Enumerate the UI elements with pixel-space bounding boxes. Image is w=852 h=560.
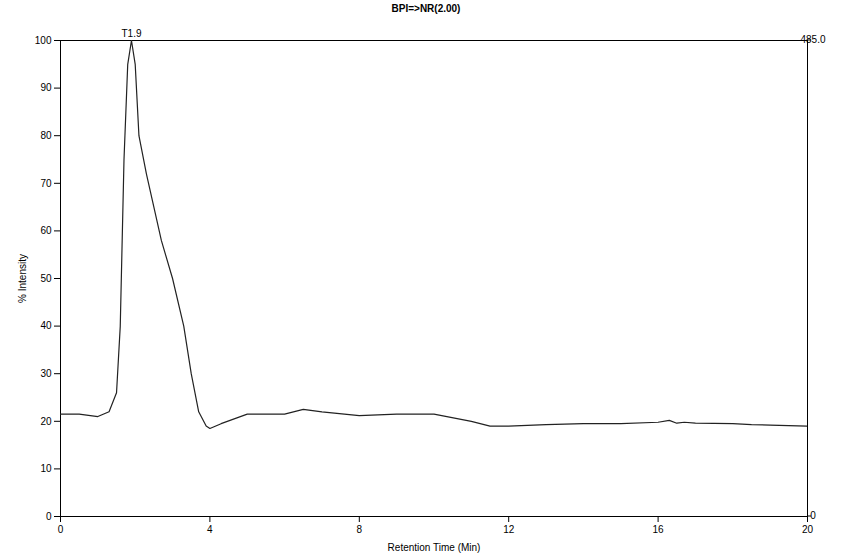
svg-text:4: 4 [207, 524, 213, 535]
svg-text:8: 8 [357, 524, 363, 535]
svg-text:0: 0 [810, 510, 816, 521]
svg-text:Retention Time (Min): Retention Time (Min) [388, 542, 481, 553]
svg-text:10: 10 [40, 463, 52, 474]
html-text:BPI=>NR(2.00): BPI=>NR(2.00) [391, 3, 461, 14]
svg-text:0: 0 [58, 524, 64, 535]
svg-text:485.0: 485.0 [800, 34, 825, 45]
svg-text:0: 0 [46, 511, 52, 522]
svg-text:70: 70 [40, 178, 52, 189]
svg-text:80: 80 [40, 130, 52, 141]
svg-text:50: 50 [40, 273, 52, 284]
svg-text:12: 12 [503, 524, 515, 535]
svg-text:100: 100 [35, 35, 52, 46]
svg-text:60: 60 [40, 225, 52, 236]
svg-text:20: 20 [40, 416, 52, 427]
svg-text:% Intensity: % Intensity [17, 254, 28, 303]
svg-text:90: 90 [40, 82, 52, 93]
svg-text:20: 20 [802, 524, 814, 535]
svg-text:T1.9: T1.9 [121, 28, 141, 39]
svg-text:30: 30 [40, 368, 52, 379]
svg-text:40: 40 [40, 320, 52, 331]
svg-text:16: 16 [653, 524, 665, 535]
